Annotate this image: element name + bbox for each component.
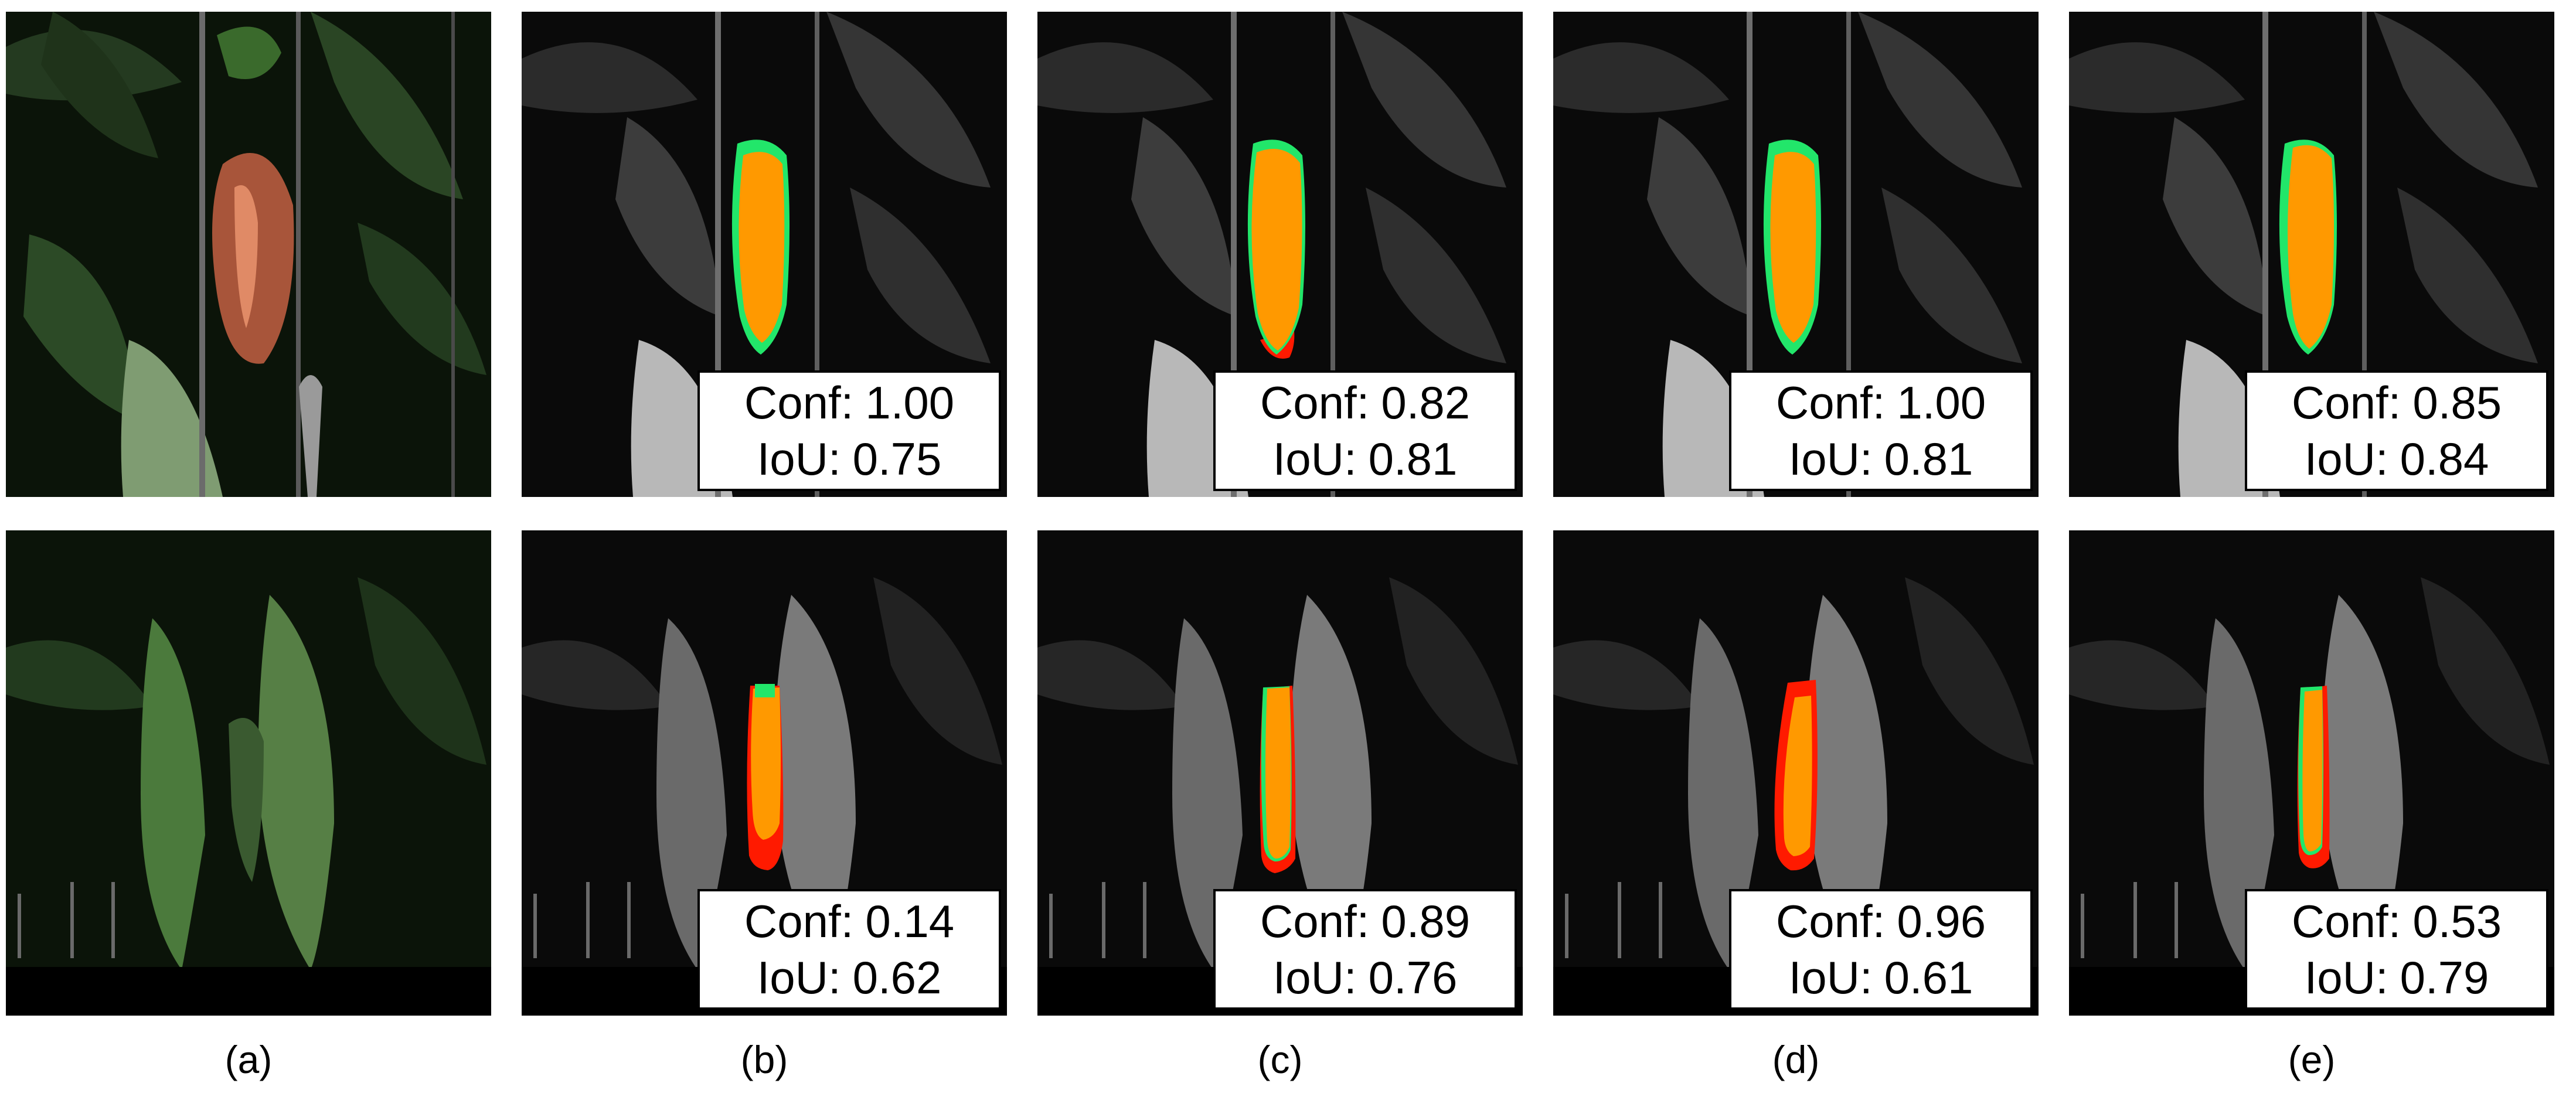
panel-r2-c: Conf: 0.89 IoU: 0.76 — [1037, 530, 1523, 1016]
iou-value: 0.75 — [852, 433, 942, 485]
conf-label: Conf: — [1260, 377, 1370, 428]
conf-value: 0.96 — [1897, 895, 1986, 947]
iou-value: 0.81 — [1884, 433, 1973, 485]
iou-value: 0.76 — [1368, 952, 1458, 1003]
panel-r2-b: Conf: 0.14 IoU: 0.62 — [522, 530, 1007, 1016]
conf-value: 1.00 — [1897, 377, 1986, 428]
conf-label: Conf: — [744, 377, 854, 428]
conf-label: Conf: — [1775, 895, 1886, 947]
conf-label: Conf: — [2291, 895, 2401, 947]
photo-r2-a — [6, 530, 491, 1016]
confidence-iou-box: Conf: 0.14 IoU: 0.62 — [697, 889, 1001, 1010]
confidence-iou-box: Conf: 0.85 IoU: 0.84 — [2245, 370, 2548, 491]
conf-value: 0.82 — [1381, 377, 1471, 428]
conf-value: 1.00 — [865, 377, 955, 428]
conf-value: 0.14 — [865, 895, 955, 947]
iou-value: 0.62 — [852, 952, 942, 1003]
confidence-iou-box: Conf: 0.53 IoU: 0.79 — [2245, 889, 2548, 1010]
iou-value: 0.81 — [1368, 433, 1458, 485]
iou-value: 0.79 — [2400, 952, 2489, 1003]
conf-value: 0.85 — [2412, 377, 2502, 428]
column-label-a: (a) — [224, 1038, 273, 1081]
iou-label: IoU: — [1272, 433, 1357, 485]
column-label-c: (c) — [1257, 1038, 1303, 1081]
iou-label: IoU: — [1788, 952, 1873, 1003]
confidence-iou-box: Conf: 0.89 IoU: 0.76 — [1213, 889, 1517, 1010]
panel-r2-d: Conf: 0.96 IoU: 0.61 — [1553, 530, 2039, 1016]
iou-label: IoU: — [757, 433, 841, 485]
iou-label: IoU: — [2304, 952, 2388, 1003]
grayscale-segmentation-image — [522, 12, 1007, 497]
column-label-e: (e) — [2288, 1038, 2336, 1081]
conf-label: Conf: — [2291, 377, 2401, 428]
iou-label: IoU: — [757, 952, 841, 1003]
panel-r1-b: Conf: 1.00 IoU: 0.75 — [522, 12, 1007, 497]
iou-label: IoU: — [1272, 952, 1357, 1003]
rgb-pepper-plant-image — [6, 530, 491, 1016]
confidence-iou-box: Conf: 1.00 IoU: 0.81 — [1729, 370, 2033, 491]
rgb-pepper-plant-image — [6, 12, 491, 497]
confidence-iou-box: Conf: 0.82 IoU: 0.81 — [1213, 370, 1517, 491]
panel-r1-d: Conf: 1.00 IoU: 0.81 — [1553, 12, 2039, 497]
iou-value: 0.84 — [2400, 433, 2489, 485]
confidence-iou-box: Conf: 1.00 IoU: 0.75 — [697, 370, 1001, 491]
iou-label: IoU: — [1788, 433, 1873, 485]
column-label-b: (b) — [740, 1038, 788, 1081]
conf-value: 0.89 — [1381, 895, 1471, 947]
conf-value: 0.53 — [2412, 895, 2502, 947]
panel-r2-e: Conf: 0.53 IoU: 0.79 — [2069, 530, 2554, 1016]
panel-r1-e: Conf: 0.85 IoU: 0.84 — [2069, 12, 2554, 497]
column-label-d: (d) — [1772, 1038, 1820, 1081]
conf-label: Conf: — [1260, 895, 1370, 947]
panel-r1-c: Conf: 0.82 IoU: 0.81 — [1037, 12, 1523, 497]
conf-label: Conf: — [1775, 377, 1886, 428]
conf-label: Conf: — [744, 895, 854, 947]
confidence-iou-box: Conf: 0.96 IoU: 0.61 — [1729, 889, 2033, 1010]
photo-r1-a — [6, 12, 491, 497]
iou-label: IoU: — [2304, 433, 2388, 485]
iou-value: 0.61 — [1884, 952, 1973, 1003]
